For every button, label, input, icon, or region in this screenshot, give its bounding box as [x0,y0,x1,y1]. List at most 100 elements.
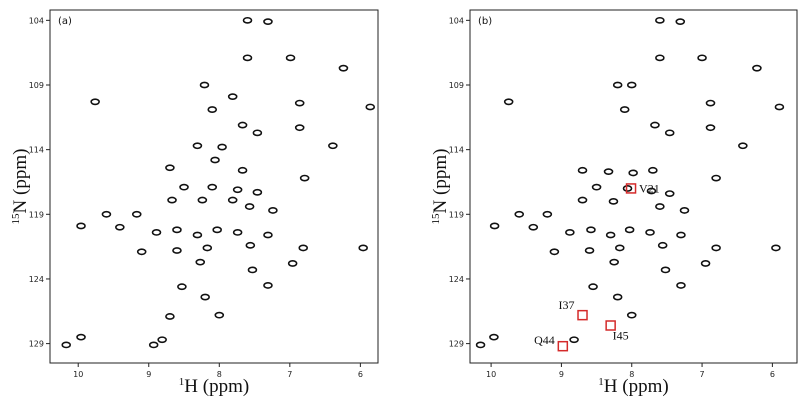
peak [298,244,309,252]
peak [608,197,619,205]
y-tick-label: 124 [449,275,464,284]
peak [197,196,208,204]
peak [227,196,238,204]
peak [192,142,203,150]
peak [577,196,588,204]
y-axis-label-sup: 15 [10,213,22,225]
peak [588,283,598,291]
peak [151,229,162,236]
y-axis-label-text: N (ppm) [10,149,31,214]
peak [263,231,273,239]
peak [179,183,189,191]
x-tick-label: 6 [770,370,775,379]
peak [263,282,273,289]
peak [700,260,711,267]
peak [263,18,273,26]
peak [614,244,625,252]
peak [76,222,86,230]
peak [237,121,248,129]
y-tick-label: 104 [449,16,464,25]
peak [626,311,637,319]
x-tick-label: 8 [629,370,634,379]
peak [202,244,213,252]
y-tick-label: 129 [449,340,464,349]
annotation-label: Q44 [534,333,555,347]
peak [242,16,253,24]
peak [655,16,665,24]
x-axis-label-text: H (ppm) [184,376,249,397]
annotation-box [577,309,588,321]
peak [207,183,218,191]
peak [200,293,210,301]
peak [199,81,210,89]
peak [338,64,349,72]
y-tick-label: 114 [449,146,464,155]
peak [227,93,238,101]
peak [705,99,716,107]
peak [657,241,668,249]
y-tick-label: 119 [29,210,44,219]
peak [626,81,637,89]
peak [612,293,623,301]
peak [358,244,368,252]
peak [157,336,167,344]
peak [648,166,658,174]
peak [675,18,686,26]
peak [172,247,182,254]
peak [774,103,785,111]
peak [237,166,248,174]
peak [172,226,182,234]
peak [676,231,686,239]
annotation-label: I37 [559,298,575,312]
peak [328,142,338,150]
y-tick-label: 114 [29,146,44,155]
peak [195,258,206,266]
peak [577,166,588,174]
annotation-label: I45 [613,329,629,343]
peak [645,229,655,236]
peak [586,226,596,234]
peak [268,207,278,214]
y-axis-label: 15N (ppm) [430,149,451,225]
peak [61,341,72,349]
x-tick-label: 10 [73,370,83,379]
peak [711,244,721,252]
y-tick-label: 124 [29,275,44,284]
peak [565,229,575,236]
peak [165,164,175,172]
peak [177,283,187,291]
peak [212,226,222,234]
peak [605,231,616,239]
y-tick-label: 109 [29,81,44,90]
x-axis-label-text: H (ppm) [604,376,669,397]
peak [247,266,258,274]
peak [660,266,671,274]
peak [489,222,500,230]
x-axis-label: 1H (ppm) [179,376,249,397]
peak [148,341,159,349]
peak [655,203,665,210]
peak [738,142,748,150]
peak [584,247,595,254]
peak [294,124,305,132]
y-tick-label: 109 [449,81,464,90]
peak [167,196,177,204]
y-axis-label: 15N (ppm) [10,149,31,225]
peak [232,229,243,236]
peak [294,99,305,107]
peak [299,174,310,182]
y-axis-label-sup: 15 [430,213,442,225]
y-tick-label: 119 [449,210,464,219]
peak [646,187,657,195]
panel-label: (a) [58,16,72,27]
peak [252,188,263,196]
x-tick-label: 9 [146,370,151,379]
peak [591,183,602,191]
annotation-box [557,340,569,352]
plot-frame [49,9,379,364]
peak [101,210,112,218]
peak [650,121,660,129]
